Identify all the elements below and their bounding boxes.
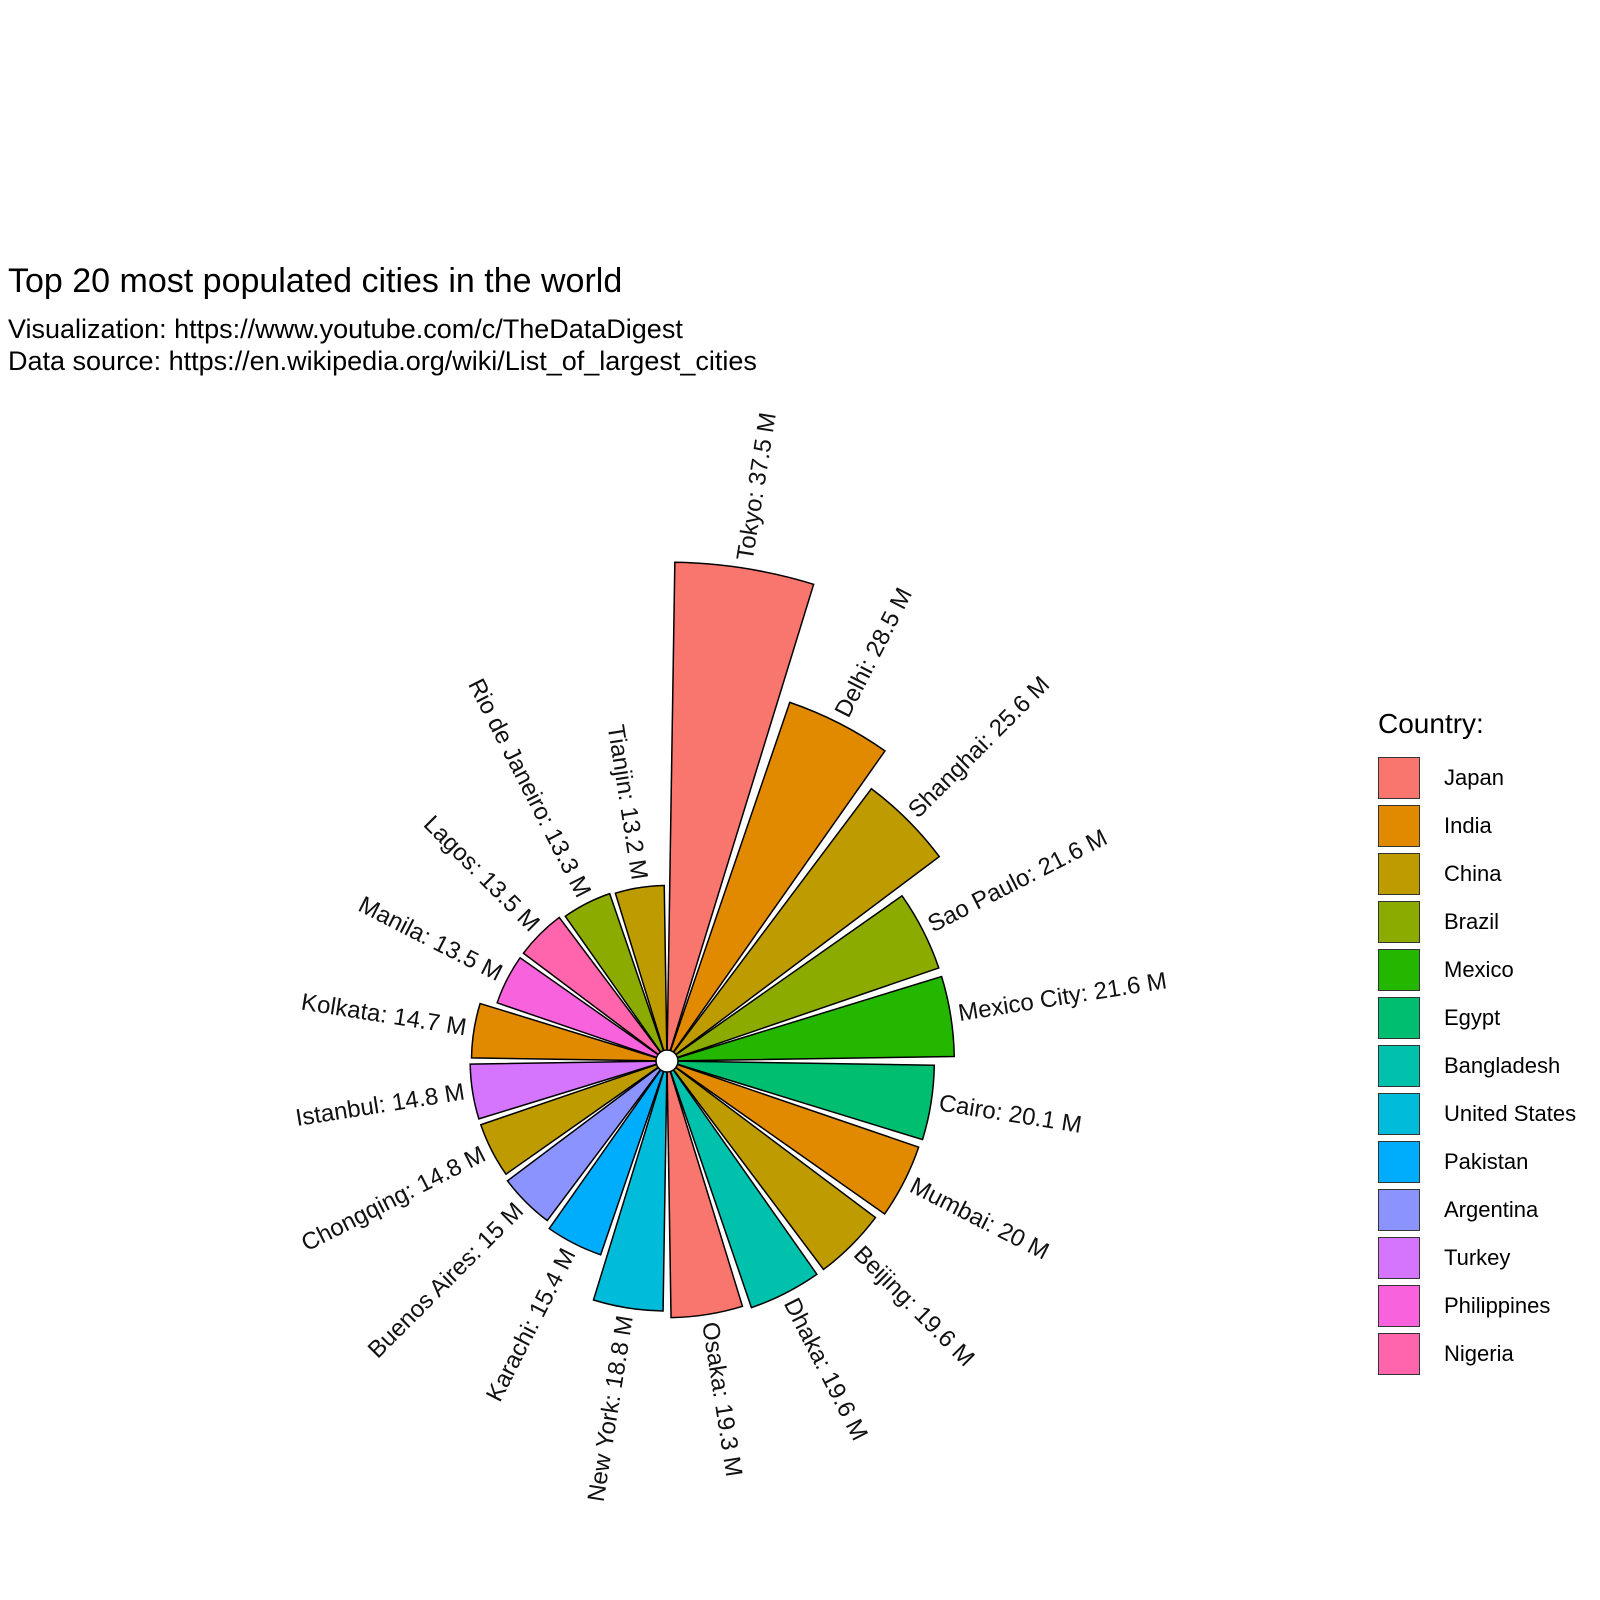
legend-swatch-china (1378, 853, 1420, 895)
legend-item-mexico: Mexico (1378, 946, 1576, 994)
legend-label-brazil: Brazil (1444, 909, 1500, 934)
legend-swatch-pakistan (1378, 1141, 1420, 1183)
bar-label-osaka: Osaka: 19.3 M (696, 1320, 747, 1478)
legend-title: Country: (1378, 708, 1484, 739)
legend-label-mexico: Mexico (1444, 957, 1514, 982)
legend-swatch-egypt (1378, 997, 1420, 1039)
bar-tianjin (614, 884, 668, 1062)
legend-label-turkey: Turkey (1444, 1245, 1511, 1270)
bar-mumbai (666, 1060, 920, 1215)
bar-osaka (666, 1060, 744, 1319)
bar-rio-de-janeiro (564, 892, 668, 1062)
legend-item-united-states: United States (1378, 1090, 1576, 1138)
bar-label-istanbul: Istanbul: 14.8 M (294, 1079, 467, 1132)
legend-item-japan: Japan (1378, 754, 1576, 802)
legend-item-china: China (1378, 850, 1576, 898)
bar-label-lagos: Lagos: 13.5 M (418, 810, 545, 937)
bar-label-tianjin: Tianjin: 13.2 M (602, 723, 653, 882)
chart-subtitle-data-source: Data source: https://en.wikipedia.org/wi… (8, 346, 757, 376)
bar-cairo (666, 1060, 936, 1141)
bar-karachi (548, 1060, 668, 1256)
bar-label-kolkata: Kolkata: 14.7 M (299, 989, 468, 1042)
bar-shanghai (666, 787, 941, 1062)
bar-label-beijing: Beijing: 19.6 M (848, 1241, 979, 1372)
legend: Country: Japan India China Brazil Mexico Egyp… (1378, 708, 1576, 1378)
legend-label-nigeria: Nigeria (1444, 1341, 1514, 1366)
legend-label-bangladesh: Bangladesh (1444, 1053, 1561, 1078)
legend-label-china: China (1444, 861, 1502, 886)
bar-tokyo (666, 561, 815, 1062)
legend-swatch-argentina (1378, 1189, 1420, 1231)
chart-subtitle-visualization: Visualization: https://www.youtube.com/c… (8, 314, 683, 344)
legend-label-japan: Japan (1444, 765, 1504, 790)
legend-label-egypt: Egypt (1444, 1005, 1501, 1030)
bar-label-manila: Manila: 13.5 M (354, 891, 507, 987)
bar-manila (496, 956, 668, 1062)
bar-label-dhaka: Dhaka: 19.6 M (778, 1294, 873, 1445)
bar-label-shanghai: Shanghai: 25.6 M (903, 671, 1055, 823)
bar-label-new-york: New York: 18.8 M (583, 1314, 639, 1504)
legend-swatch-philippines (1378, 1285, 1420, 1327)
legend-label-india: India (1444, 813, 1492, 838)
legend-swatch-nigeria (1378, 1333, 1420, 1375)
bar-buenos-aires (506, 1060, 668, 1222)
legend-item-brazil: Brazil (1378, 898, 1576, 946)
bars-group (469, 561, 956, 1319)
bar-label-tokyo: Tokyo: 37.5 M (732, 411, 782, 563)
bar-label-chongqing: Chongqing: 14.8 M (297, 1141, 490, 1257)
legend-swatch-bangladesh (1378, 1045, 1420, 1087)
bar-label-buenos-aires: Buenos Aires: 15 M (363, 1197, 529, 1363)
bar-delhi (666, 701, 887, 1062)
legend-item-bangladesh: Bangladesh (1378, 1042, 1576, 1090)
legend-label-argentina: Argentina (1444, 1197, 1539, 1222)
bar-new-york (592, 1060, 668, 1312)
legend-swatch-mexico (1378, 949, 1420, 991)
bar-istanbul (469, 1060, 668, 1120)
center-hole (655, 1049, 679, 1073)
legend-swatch-brazil (1378, 901, 1420, 943)
legend-item-turkey: Turkey (1378, 1234, 1576, 1282)
bar-sao-paulo (666, 894, 940, 1062)
bar-label-sao-paulo: Sao Paulo: 21.6 M (923, 824, 1111, 938)
bar-label-mumbai: Mumbai: 20 M (906, 1172, 1054, 1265)
legend-label-philippines: Philippines (1444, 1293, 1551, 1318)
legend-label-pakistan: Pakistan (1444, 1149, 1529, 1174)
bar-kolkata (470, 1002, 668, 1062)
legend-item-pakistan: Pakistan (1378, 1138, 1576, 1186)
bar-label-delhi: Delhi: 28.5 M (830, 583, 918, 721)
legend-swatch-united-states (1378, 1093, 1420, 1135)
bar-label-karachi: Karachi: 15.4 M (481, 1244, 581, 1406)
bar-chongqing (479, 1060, 668, 1176)
bar-label-cairo: Cairo: 20.1 M (937, 1090, 1084, 1139)
legend-item-india: India (1378, 802, 1576, 850)
bar-lagos (522, 916, 668, 1062)
legend-item-nigeria: Nigeria (1378, 1330, 1576, 1378)
legend-label-united-states: United States (1444, 1101, 1577, 1126)
legend-swatch-japan (1378, 757, 1420, 799)
legend-item-egypt: Egypt (1378, 994, 1576, 1042)
legend-item-philippines: Philippines (1378, 1282, 1576, 1330)
bar-dhaka (666, 1060, 818, 1309)
legend-item-argentina: Argentina (1378, 1186, 1576, 1234)
legend-swatch-turkey (1378, 1237, 1420, 1279)
bar-beijing (666, 1060, 877, 1271)
bar-label-mexico-city: Mexico City: 21.6 M (956, 967, 1168, 1027)
legend-swatch-india (1378, 805, 1420, 847)
chart-title: Top 20 most populated cities in the worl… (8, 262, 623, 300)
legend-items: Japan India China Brazil Mexico Egypt Banglade… (1378, 754, 1576, 1378)
bar-mexico-city (666, 975, 956, 1062)
